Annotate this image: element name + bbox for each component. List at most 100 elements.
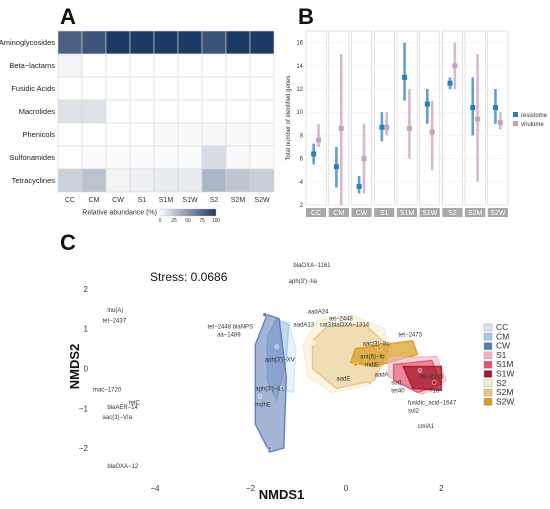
facet-strip-label: CC (311, 210, 321, 217)
x-tick-label: 2 (439, 484, 444, 493)
facet-strip (487, 208, 508, 217)
heatmap-cell (153, 76, 179, 101)
gene-label: aph(3')−XV (265, 357, 295, 363)
facet-panel (487, 30, 509, 206)
heatmap-row-label: Macrolides (19, 107, 56, 116)
sample-point (353, 362, 358, 367)
gene-label: cat3 (320, 323, 332, 329)
heatmap-cell (105, 145, 131, 170)
sample-point (257, 394, 263, 399)
gene-label: tet−2448 (329, 317, 353, 323)
legend-label: S2W (496, 396, 514, 406)
facet-panel (419, 30, 441, 206)
hull-s1w (402, 365, 443, 392)
heatmap-cell (201, 122, 227, 147)
gene-label: 716 (429, 388, 440, 394)
heatmap-row-label: Sulfonamides (10, 153, 56, 162)
gene-label: mdhE (255, 402, 271, 408)
y-tick-label: 16 (296, 41, 303, 47)
heatmap-cell (129, 122, 155, 147)
nmds-plot: Stress: 0.0686−4 −2 0 2210−1−2NMDS1NMDS2bla… (67, 263, 514, 502)
x-axis-label: NMDS1 (259, 487, 305, 502)
panel-label-c: C (60, 230, 76, 255)
facet-panel (328, 30, 350, 206)
gene-label: aadE (336, 376, 350, 382)
heatmap-cell (57, 76, 83, 101)
gene-label: aa−1489 (217, 333, 241, 339)
legend-tick: 75 (199, 218, 205, 224)
gene-label: fusidic_acid−1647 (408, 400, 457, 406)
facet-strip (465, 208, 486, 217)
legend-tick: 25 (171, 218, 177, 224)
sample-point (417, 368, 423, 373)
heatmap-cell (249, 76, 275, 101)
legend-key (483, 379, 493, 387)
sample-point (279, 386, 284, 391)
gene-label: blaOXA−12 (107, 464, 139, 470)
gene-label: tet−2435 (420, 374, 444, 380)
legend-tick: 100 (212, 218, 221, 224)
heatmap-cell (129, 99, 155, 124)
facet-strip-label: S1 (380, 210, 389, 217)
gene-label: aac(3)−IIc (363, 341, 390, 347)
gene-label: aadA24 (308, 310, 329, 316)
heatmap-col-label: S1M (159, 197, 174, 204)
panel-label-b: B (298, 4, 314, 29)
gene-label: aac(3)−VIa (103, 415, 133, 421)
heatmap-cell (153, 122, 179, 147)
heatmap-col-label: CM (89, 197, 100, 204)
heatmap-row-label: Aminoglycosides (0, 38, 55, 47)
mean-point (497, 120, 503, 126)
legend-label: CM (496, 331, 509, 341)
heatmap-cell (225, 122, 251, 147)
heatmap-cell (81, 168, 107, 193)
legend-label: CW (496, 341, 510, 351)
heatmap-cell (105, 122, 131, 147)
mean-point (333, 164, 339, 170)
sample-point (310, 340, 315, 345)
legend-label: S1W (496, 369, 514, 379)
facet-strip-label: S2M (468, 210, 483, 217)
x-tick-label: −2 (246, 484, 256, 493)
legend-key (483, 388, 493, 397)
facet-strip (419, 208, 440, 217)
gene-label: blaOXA−1314 (332, 323, 370, 329)
gene-label: lnu(A) (107, 308, 123, 314)
heatmap-cell (129, 30, 155, 55)
legend-label: resistome (521, 113, 548, 119)
gene-label: mdtE (365, 363, 379, 369)
legend-label: S2M (496, 387, 513, 397)
facet-strip (396, 208, 418, 217)
legend-key (483, 351, 493, 360)
heatmap-col-label: S1W (182, 197, 198, 204)
heatmap-cell (57, 145, 83, 170)
heatmap-col-label: CW (112, 197, 124, 204)
heatmap-cell (201, 30, 227, 55)
y-axis-label: Total number of identified genes (286, 75, 292, 160)
facet-strip-label: CM (333, 210, 344, 217)
heatmap-cell (249, 99, 275, 124)
facet-strip (442, 208, 463, 217)
heatmap-cell (225, 30, 251, 55)
gene-label: blaAER−14 (107, 405, 138, 411)
heatmap-cell (249, 122, 275, 147)
sample-point (262, 312, 268, 317)
heatmap-col-label: S2 (210, 197, 219, 204)
heatmap-col-label: S2W (254, 197, 270, 204)
heatmap: Aminoglycosides Beta−lactams Fusidic Acids… (0, 30, 275, 204)
hull-s2m (311, 324, 390, 390)
heatmap-cell (81, 76, 107, 101)
heatmap-cell (177, 30, 203, 55)
heatmap-cell (105, 168, 131, 193)
mean-point (338, 125, 344, 131)
sample-point (274, 344, 279, 349)
legend-label: S1 (496, 350, 507, 360)
mean-point (470, 105, 476, 111)
legend-label: S1M (496, 359, 513, 369)
gene-label: aadA13 (293, 323, 314, 329)
gene-label: tet−2437 (103, 319, 127, 325)
facet-strip (306, 208, 327, 217)
mean-point (379, 124, 385, 130)
heatmap-cell (105, 30, 131, 55)
heatmap-cell (177, 145, 203, 170)
